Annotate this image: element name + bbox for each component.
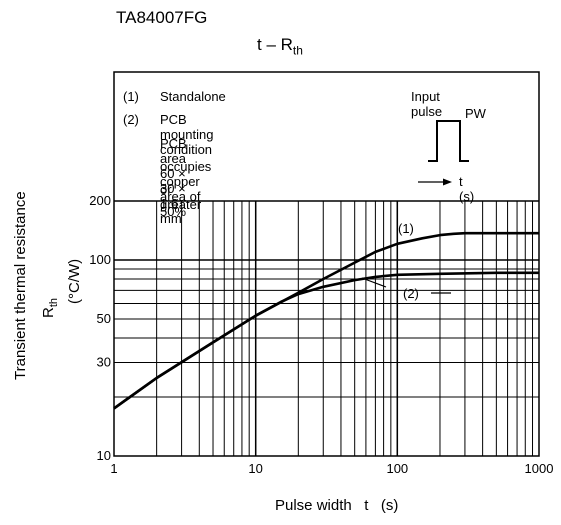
pw-label: PW [465,106,486,121]
y-tick-labels: 10 30 50 100 200 [89,193,111,463]
series-label-2: (2) [403,286,419,301]
y-tick-label: 200 [89,193,111,208]
time-unit-label: t (s) [459,174,475,204]
x-tick-label: 10 [248,461,262,476]
title-subscript: th [292,43,303,58]
y-axis-label-line1: Transient thermal resistance [12,191,29,380]
series-line-2 [113,271,539,410]
grid-lines [114,201,539,456]
part-number: TA84007FG [116,8,208,27]
y-axis-unit: (°C/W) [66,258,83,304]
y-axis-label-symbol: Rth [40,298,60,318]
legend-item1-text: Standalone [160,89,226,104]
legend-box [113,71,540,457]
x-tick-label: 1 [110,461,117,476]
y-axis-symbol-main: R [40,307,57,318]
series-label-2-leader [361,277,387,288]
x-tick-label: 1000 [525,461,554,476]
legend-item1-number: (1) [123,89,139,104]
x-axis-label: Pulse width t (s) [275,497,398,514]
legend-item2-line1: PCB mounting condition [160,112,214,157]
y-tick-label: 50 [97,311,111,326]
legend-item2-number: (2) [123,112,139,127]
x-tick-label: 100 [386,461,408,476]
y-tick-label: 10 [97,448,111,463]
y-tick-label: 100 [89,252,111,267]
legend-item2-line3: occupies copper area of 50% [160,159,212,219]
pulse-diagram [418,120,469,186]
pulse-waveform [428,120,469,162]
title-main: t – R [257,35,293,54]
curves: (1) (2) [113,221,539,410]
y-axis-symbol-sub: th [48,297,60,308]
time-arrow-head [443,178,452,186]
y-tick-label: 30 [97,354,111,369]
x-tick-labels: 1 10 100 1000 [110,461,553,476]
x-axis-label-text: Pulse width t (s) [275,497,399,514]
plot-frame [113,71,540,457]
input-pulse-label: Input pulse [411,89,443,119]
legend-item2-line2: PCB area 60 × 30 × 1.6 mm [160,136,187,226]
legend-item2-line4: or greater [160,182,202,212]
series-label-1: (1) [398,221,414,236]
